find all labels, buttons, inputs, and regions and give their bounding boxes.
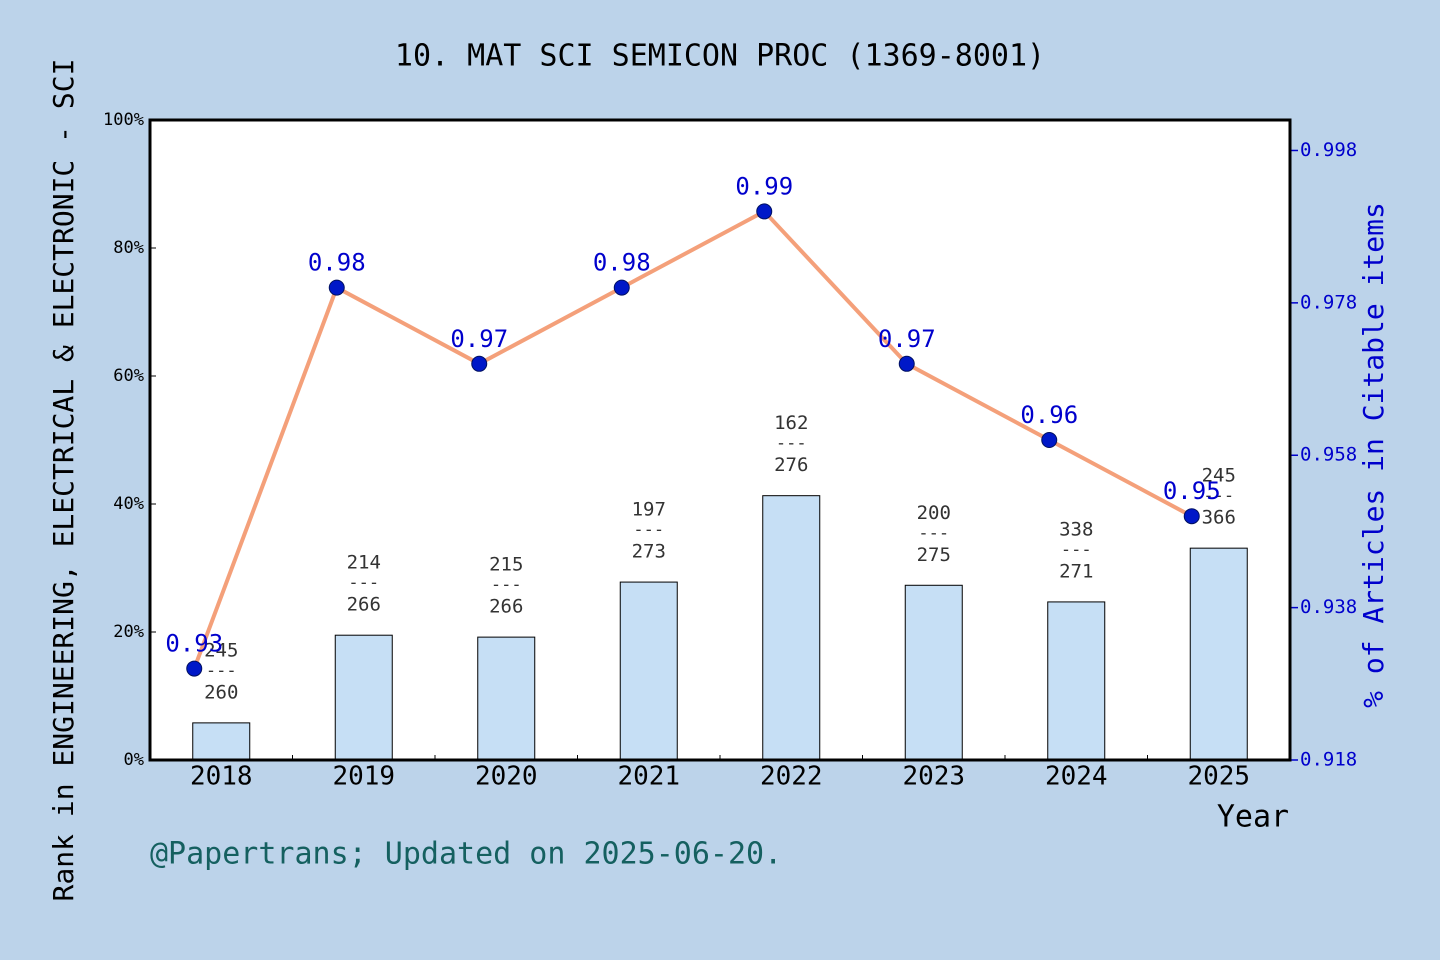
bar-label-separator: --- <box>348 573 379 593</box>
point-label: 0.97 <box>450 325 508 353</box>
footer-note: @Papertrans; Updated on 2025-06-20. <box>150 837 782 872</box>
y-tick-label: 0% <box>124 750 144 770</box>
chart-title: 10. MAT SCI SEMICON PROC (1369-8001) <box>395 39 1045 74</box>
point <box>898 355 915 372</box>
point <box>1183 508 1200 525</box>
y2-tick-label: 0.918 <box>1300 749 1357 771</box>
bar-label-separator: --- <box>206 661 237 681</box>
bar-rank-label: 215 <box>489 554 523 576</box>
bar <box>334 634 393 761</box>
plot-area <box>150 120 1290 760</box>
x-tick-label: 2021 <box>617 762 680 792</box>
point-label: 0.99 <box>735 172 793 200</box>
y-tick-label: 40% <box>113 494 144 514</box>
bar <box>904 584 963 761</box>
point-label: 0.96 <box>1020 401 1078 429</box>
bar-total-label: 366 <box>1202 507 1236 529</box>
bar-label-separator: --- <box>633 520 664 540</box>
bar-total-label: 260 <box>204 681 238 703</box>
bar-label-separator: --- <box>776 434 807 454</box>
y2-tick-label: 0.978 <box>1300 291 1357 313</box>
point <box>756 203 773 220</box>
bar-rank-label: 162 <box>774 412 808 434</box>
bar-label-separator: --- <box>491 575 522 595</box>
bar-label-separator: --- <box>1061 540 1092 560</box>
bar <box>762 495 821 761</box>
bar-total-label: 266 <box>347 594 381 616</box>
bar-rank-label: 338 <box>1059 518 1093 540</box>
bar-total-label: 273 <box>632 541 666 563</box>
x-tick-label: 2019 <box>332 762 395 792</box>
y-tick-label: 60% <box>113 366 144 386</box>
x-tick-label: 2022 <box>760 762 823 792</box>
point-label: 0.98 <box>308 249 366 277</box>
point-label: 0.93 <box>165 630 223 658</box>
bar-rank-label: 197 <box>632 499 666 521</box>
bar-total-label: 275 <box>917 544 951 566</box>
x-tick-label: 2023 <box>902 762 965 792</box>
bar-rank-label: 214 <box>347 552 381 574</box>
y-axis-title: Rank in ENGINEERING, ELECTRICAL & ELECTR… <box>47 59 80 902</box>
bar-total-label: 271 <box>1059 560 1093 582</box>
bar <box>1189 547 1248 761</box>
point <box>613 279 630 296</box>
bar <box>192 722 251 761</box>
y-tick-label: 100% <box>103 110 144 130</box>
point <box>186 660 203 677</box>
point-label: 0.98 <box>593 249 651 277</box>
bar <box>619 581 678 761</box>
point-label: 0.97 <box>878 325 936 353</box>
bar <box>477 636 536 761</box>
x-tick-label: 2020 <box>475 762 538 792</box>
bar-rank-label: 200 <box>917 502 951 524</box>
y2-axis-title: % of Articles in Citable items <box>1357 202 1390 708</box>
plot-border <box>148 118 1292 762</box>
bar-total-label: 276 <box>774 454 808 476</box>
point-label: 0.95 <box>1163 477 1221 505</box>
bar-total-label: 266 <box>489 596 523 618</box>
x-axis-title: Year <box>1217 800 1289 835</box>
x-tick-label: 2018 <box>190 762 253 792</box>
y2-tick-label: 0.958 <box>1300 444 1357 466</box>
y-tick-label: 80% <box>113 238 144 258</box>
point <box>471 355 488 372</box>
bar <box>1047 601 1106 761</box>
y2-tick-label: 0.998 <box>1300 139 1357 161</box>
y-tick-label: 20% <box>113 622 144 642</box>
x-tick-label: 2024 <box>1045 762 1108 792</box>
line <box>192 208 1193 670</box>
point <box>328 279 345 296</box>
y2-tick-label: 0.938 <box>1300 596 1357 618</box>
bar-label-separator: --- <box>918 523 949 543</box>
bar-rank-label: 245 <box>1202 465 1236 487</box>
bar-rank-label: 245 <box>204 639 238 661</box>
bar-label-separator: --- <box>1203 486 1234 506</box>
x-tick-label: 2025 <box>1187 762 1250 792</box>
point <box>1041 432 1058 448</box>
